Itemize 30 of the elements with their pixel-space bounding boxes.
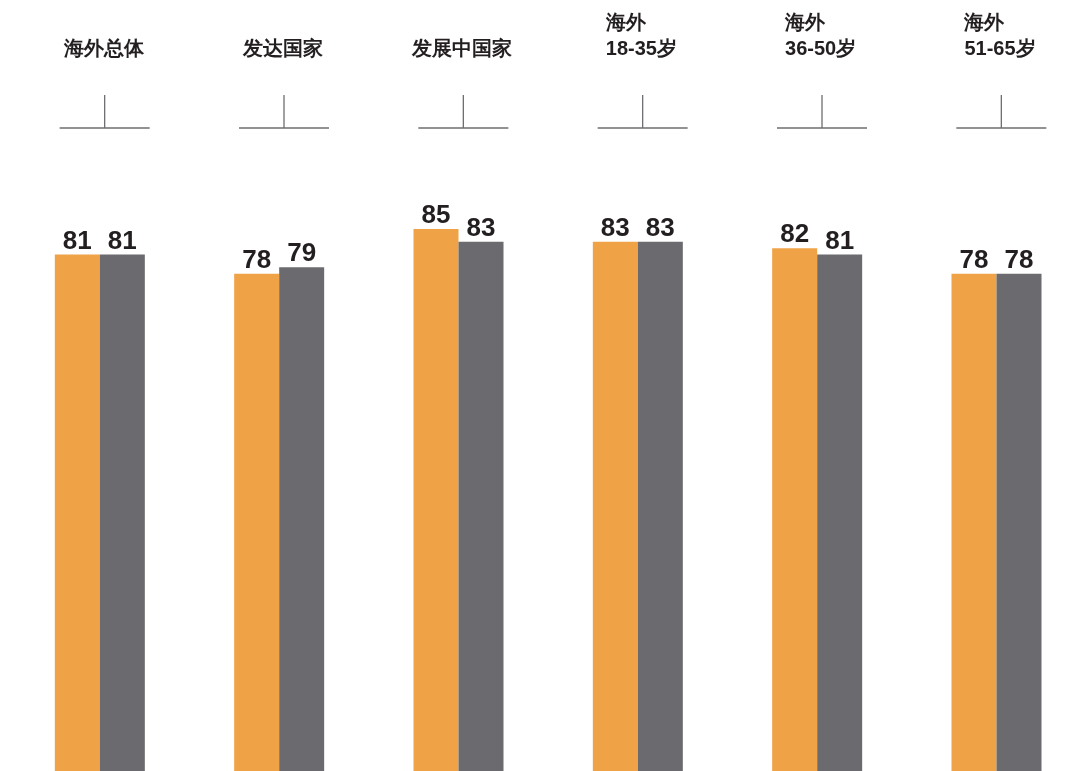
bar [772,248,818,771]
bar [951,273,997,771]
data-label: 82 [780,218,810,249]
data-label: 83 [645,211,675,242]
data-label: 81 [62,224,92,255]
x-tick-label: 发展中国家 [411,37,513,59]
bar [279,267,325,771]
data-label: 83 [600,211,630,242]
data-label: 78 [959,243,989,274]
data-label: 79 [287,237,317,268]
data-label: 85 [421,199,451,229]
bar [54,254,100,771]
bar [637,241,683,771]
x-tick-label: 海外总体 [62,37,145,59]
data-label: 81 [825,224,855,255]
bar [99,254,145,771]
data-label: 81 [107,224,137,255]
data-label: 78 [242,243,272,274]
x-tick-label: 发达国家 [242,37,323,59]
data-label: 78 [1004,243,1034,274]
bar [592,241,638,771]
bar [234,273,280,771]
x-tick-label: 海外 36-50岁 [784,11,857,59]
x-tick-label: 海外 18-35岁 [604,11,677,59]
bar [817,254,863,771]
bar [996,273,1042,771]
x-tick-label: 海外 51-65岁 [963,11,1036,59]
data-label: 83 [466,211,496,242]
bar [413,229,459,771]
bar [458,241,504,771]
